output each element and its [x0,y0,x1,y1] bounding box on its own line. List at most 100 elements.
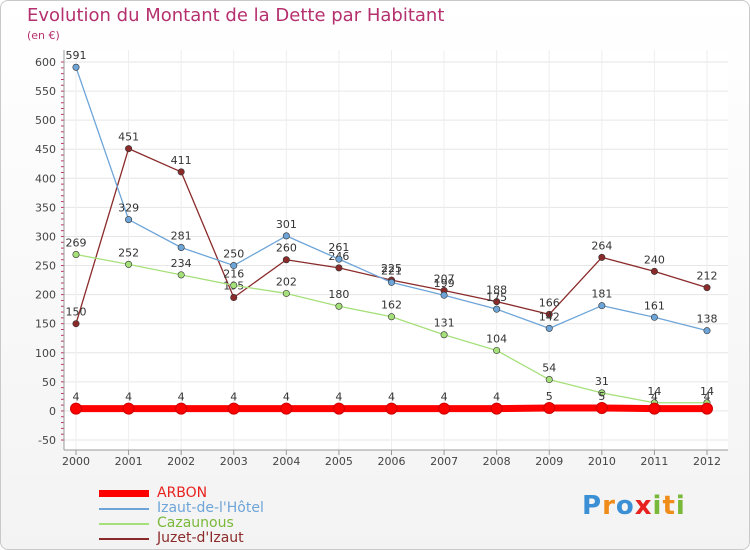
data-label: 5 [546,390,553,403]
data-point [122,402,135,415]
data-point [177,244,185,252]
data-point [177,168,185,176]
x-tick-label: 2012 [693,455,721,468]
logo-letter: i [675,491,686,521]
data-label: 4 [388,391,395,404]
legend-item: Izaut-de-l'Hôtel [99,501,264,516]
data-point [230,294,238,302]
data-point [72,320,80,328]
data-label: 4 [178,391,185,404]
data-label: 225 [381,262,402,275]
x-tick-label: 2000 [62,455,90,468]
data-label: 162 [381,299,402,312]
data-point [282,256,290,264]
data-label: 31 [595,375,609,388]
data-label: 451 [118,131,139,144]
data-point [703,284,711,292]
data-label: 161 [644,299,665,312]
data-label: 261 [328,241,349,254]
y-tick-label: 250 [35,260,56,273]
legend-label: Juzet-d'Izaut [157,530,244,546]
data-label: 301 [276,218,297,231]
y-tick-label: -50 [38,434,56,447]
y-tick-label: 50 [42,376,56,389]
data-point [703,327,711,335]
data-point [598,302,606,310]
legend-swatch [99,507,149,510]
y-tick-label: 350 [35,201,56,214]
logo-letter: t [662,491,676,521]
data-point [700,402,713,415]
data-point [125,260,133,268]
logo-letter: r [602,491,616,521]
data-point [70,402,82,415]
data-label: 4 [441,391,448,404]
x-tick-label: 2006 [377,455,405,468]
data-point [387,313,395,321]
data-point [543,402,556,415]
data-label: 4 [703,391,710,404]
data-label: 4 [125,391,132,404]
y-tick-label: 550 [35,85,56,98]
x-tick-label: 2007 [430,455,458,468]
data-point [545,324,553,332]
y-tick-label: 200 [35,289,56,302]
x-tick-label: 2011 [640,455,668,468]
y-tick-label: 450 [35,143,56,156]
data-point [230,281,238,289]
data-label: 150 [66,306,87,319]
y-tick-label: 600 [35,56,56,69]
data-label: 4 [73,391,80,404]
data-point [598,253,606,261]
data-label: 4 [335,391,342,404]
data-point [282,289,290,297]
logo-letter: i [652,491,663,521]
data-point [493,305,501,313]
data-label: 14 [647,385,661,398]
data-label: 180 [328,288,349,301]
data-label: 264 [591,239,612,252]
data-point [177,271,185,279]
data-point [493,298,501,306]
data-point [440,331,448,339]
data-label: 202 [276,275,297,288]
logo-letter: o [615,491,635,521]
legend-label: Izaut-de-l'Hôtel [157,500,264,516]
data-label: 591 [66,49,87,62]
data-label: 221 [381,264,402,277]
data-point [650,313,658,321]
data-point [72,63,80,71]
data-label: 4 [651,391,658,404]
y-tick-label: 400 [35,172,56,185]
data-label: 138 [696,313,717,326]
data-label: 234 [171,257,192,270]
data-point [385,402,398,415]
data-label: 4 [283,391,290,404]
x-tick-label: 2005 [325,455,353,468]
legend-swatch [99,490,149,497]
data-label: 5 [598,390,605,403]
data-point [72,250,80,258]
data-point [125,145,133,153]
data-point [545,310,553,318]
data-point [545,376,553,384]
x-tick-label: 2009 [535,455,563,468]
legend-label: ARBON [157,485,208,501]
data-point [335,264,343,272]
data-point [490,402,503,415]
chart-title: Evolution du Montant de la Dette par Hab… [27,5,445,26]
chart-subtitle: (en €) [27,29,60,42]
legend-label: Cazaunous [157,515,234,531]
data-label: 188 [486,284,507,297]
plot-area [64,50,728,450]
data-point [227,402,240,415]
data-point [280,402,293,415]
data-point [648,402,661,415]
data-label: 14 [700,385,714,398]
data-label: 269 [66,236,87,249]
data-point [175,402,188,415]
legend-swatch [99,522,149,525]
data-label: 142 [539,310,560,323]
